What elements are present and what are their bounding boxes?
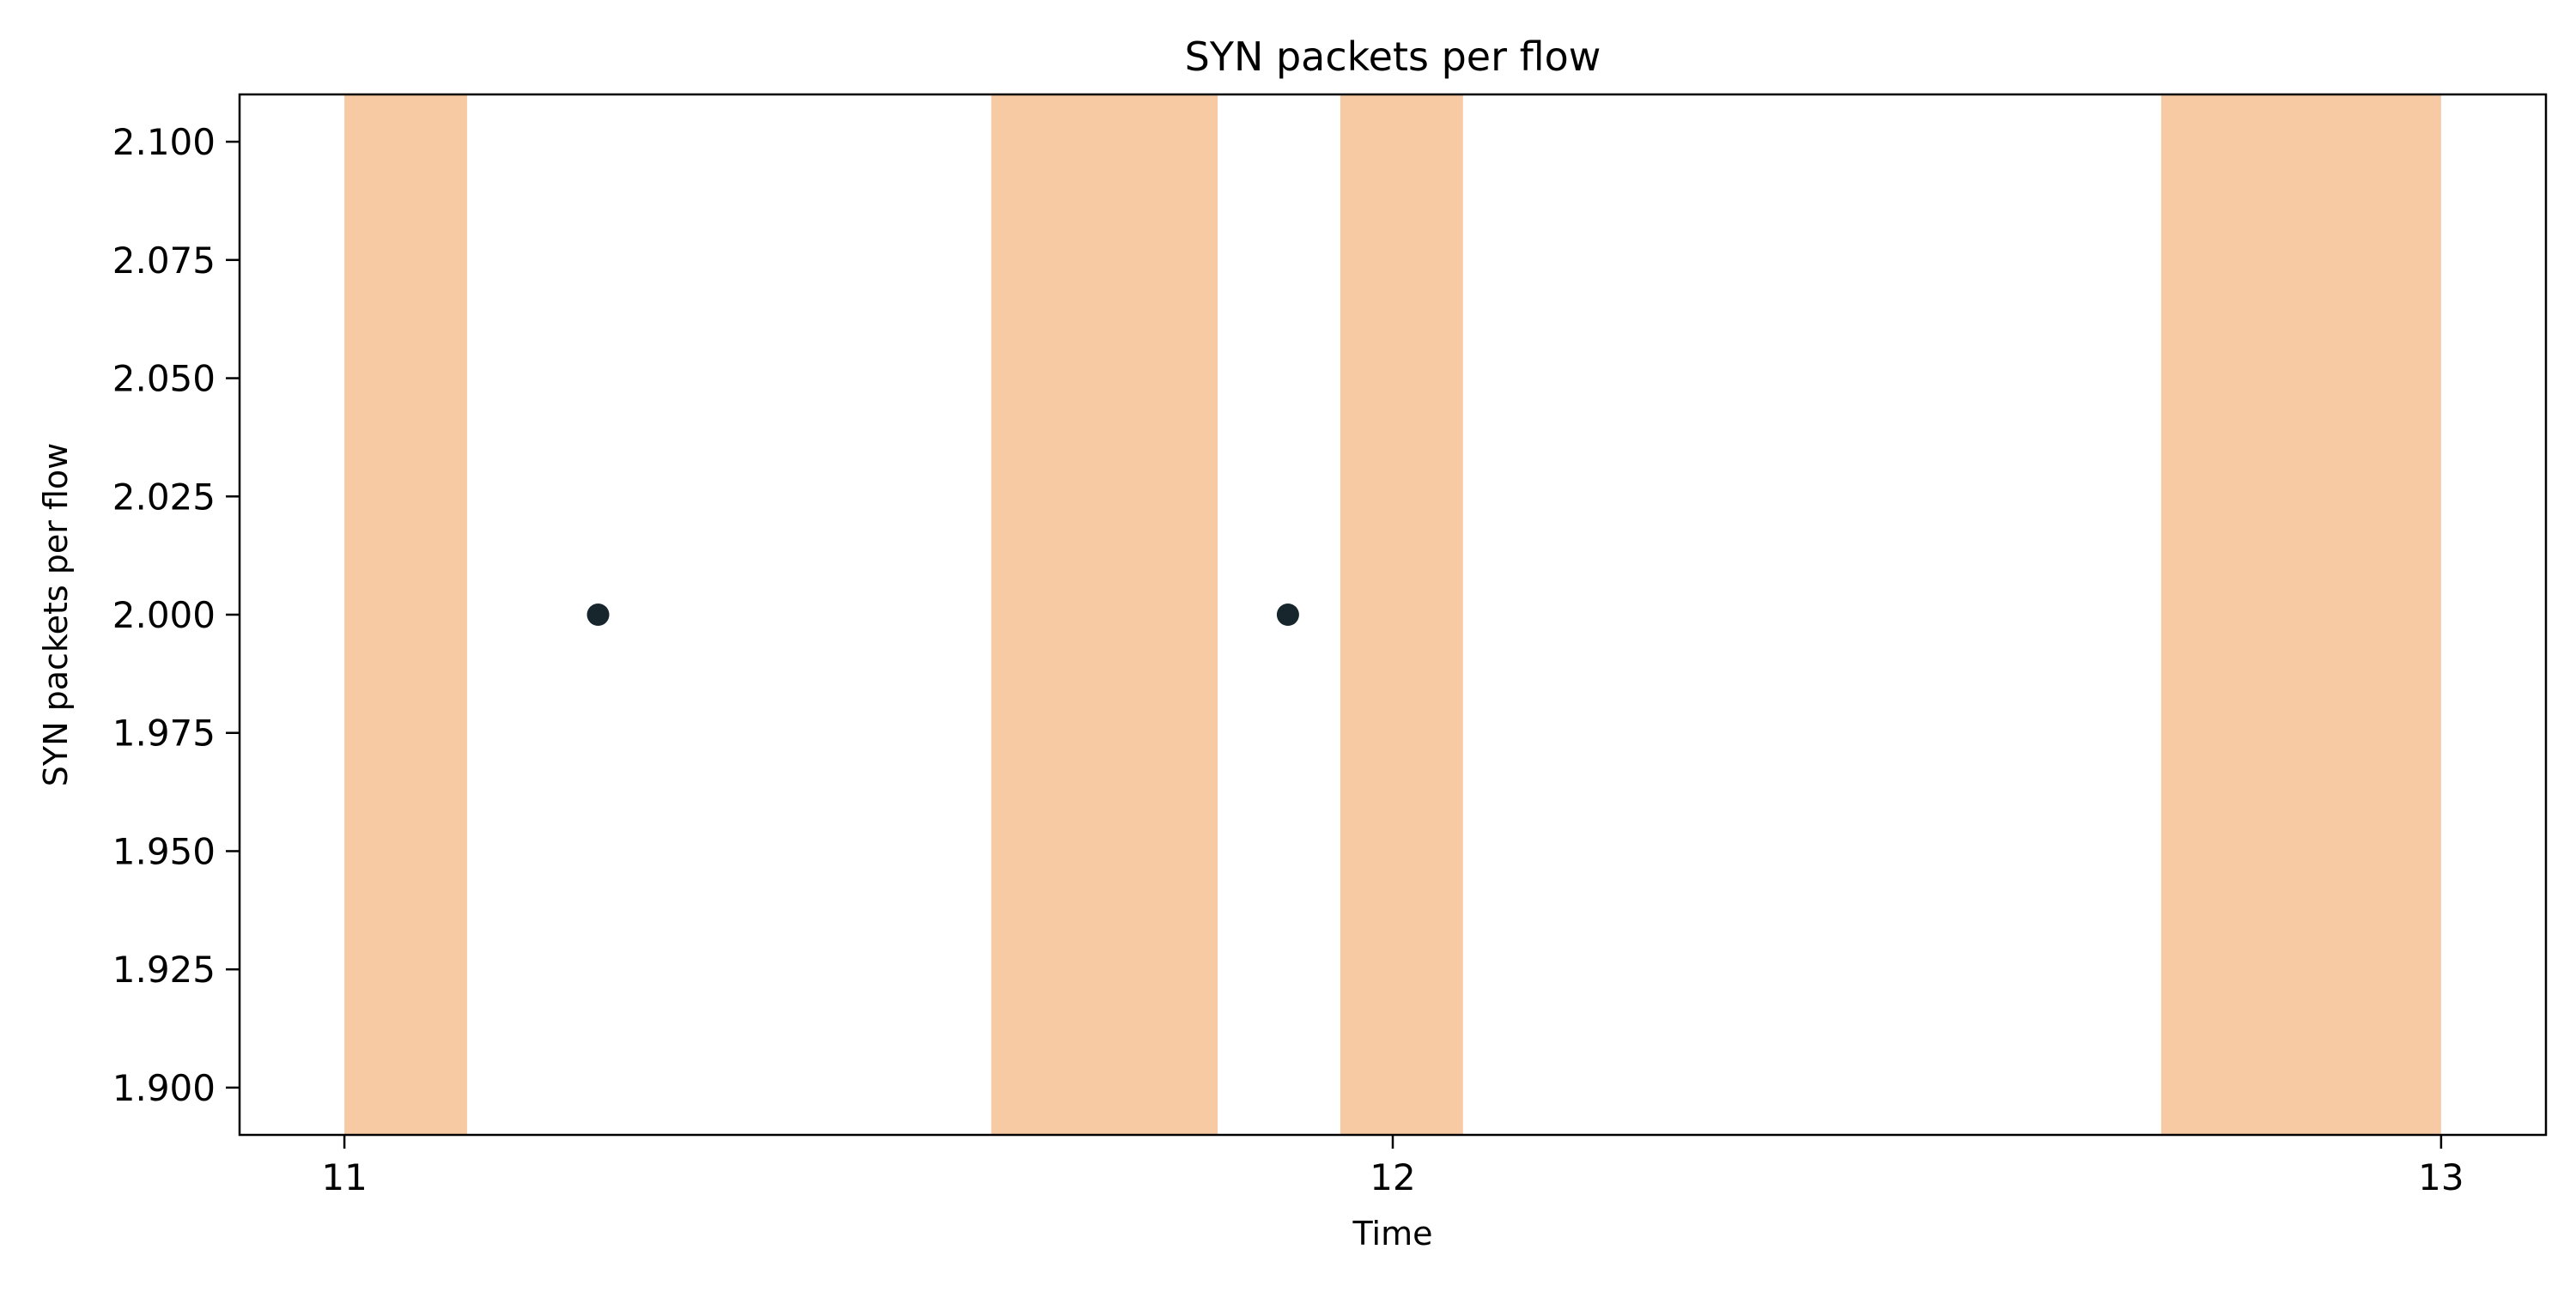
highlight-span-2 [991, 94, 1218, 1135]
y-tick-label: 1.975 [112, 713, 216, 755]
highlight-span-3 [1340, 94, 1463, 1135]
y-tick-label: 1.950 [112, 830, 216, 872]
data-points [586, 604, 1299, 626]
highlight-span-1 [344, 94, 467, 1135]
highlight-span-4 [2160, 94, 2441, 1135]
y-tick-label: 1.925 [112, 949, 216, 991]
x-tick-label: 11 [321, 1156, 367, 1198]
x-axis-label: Time [1352, 1215, 1433, 1253]
chart-title: SYN packets per flow [1185, 33, 1601, 80]
y-tick-label: 2.075 [112, 240, 216, 282]
data-point-2 [1276, 604, 1299, 626]
y-tick-label: 2.050 [112, 358, 216, 400]
data-point-1 [586, 604, 610, 626]
y-tick-label: 2.000 [112, 594, 216, 636]
y-tick-label: 2.100 [112, 121, 216, 163]
y-axis-label: SYN packets per flow [37, 443, 75, 786]
x-tick-label: 12 [1370, 1156, 1415, 1198]
x-axis-ticks: 11 12 13 [321, 1135, 2464, 1198]
highlight-spans [344, 94, 2441, 1135]
y-tick-label: 2.025 [112, 476, 216, 518]
y-axis-ticks: 1.900 1.925 1.950 1.975 2.000 2.025 2.050 2.075… [112, 121, 240, 1109]
x-tick-label: 13 [2418, 1156, 2464, 1198]
y-tick-label: 1.900 [112, 1067, 216, 1109]
